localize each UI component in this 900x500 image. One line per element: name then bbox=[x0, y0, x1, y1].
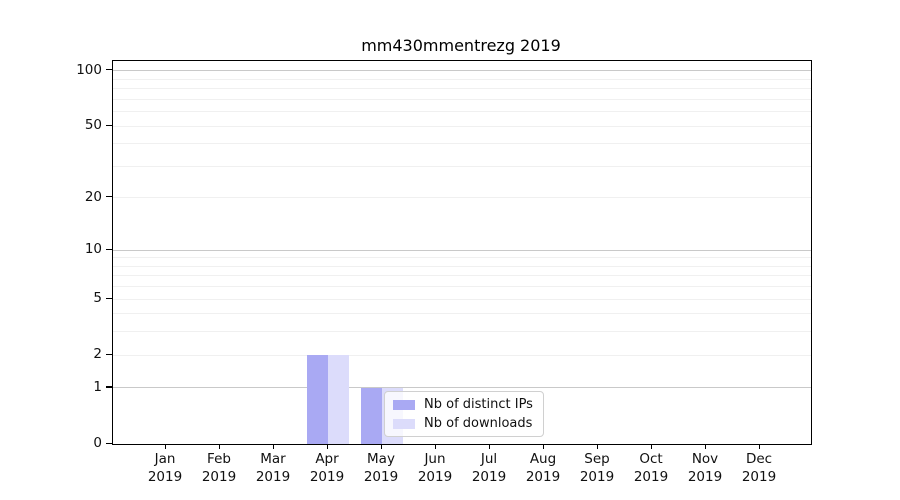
x-tick-label-feb: Feb 2019 bbox=[201, 451, 237, 485]
y-tick-mark-100 bbox=[106, 69, 112, 71]
legend-swatch-distinct-ips bbox=[393, 399, 415, 410]
legend: Nb of distinct IPs Nb of downloads bbox=[384, 391, 544, 437]
x-tick-label-apr: Apr 2019 bbox=[309, 451, 345, 485]
gridline-90 bbox=[113, 78, 811, 80]
y-tick-mark-10 bbox=[106, 248, 112, 250]
gridline-100 bbox=[113, 70, 811, 72]
x-tick-label-aug: Aug 2019 bbox=[525, 451, 561, 485]
gridline-40 bbox=[113, 143, 811, 145]
legend-swatch-downloads bbox=[393, 418, 415, 429]
gridline-8 bbox=[113, 265, 811, 267]
x-tick-label-may: May 2019 bbox=[363, 451, 399, 485]
gridline-60 bbox=[113, 111, 811, 113]
x-tick-mark-jun bbox=[434, 444, 436, 449]
x-tick-mark-sep bbox=[596, 444, 598, 449]
y-tick-mark-1 bbox=[106, 386, 112, 388]
gridline-9 bbox=[113, 257, 811, 259]
gridline-20 bbox=[113, 197, 811, 199]
bar-apr-distinct-ips bbox=[307, 355, 328, 444]
legend-label: Nb of distinct IPs bbox=[424, 397, 533, 412]
legend-entry: Nb of distinct IPs bbox=[393, 397, 535, 412]
x-tick-mark-dec bbox=[758, 444, 760, 449]
y-tick-label-0: 0 bbox=[93, 435, 102, 451]
x-tick-label-jul: Jul 2019 bbox=[471, 451, 507, 485]
gridline-70 bbox=[113, 98, 811, 100]
gridline-30 bbox=[113, 165, 811, 167]
y-tick-label-1: 1 bbox=[93, 378, 102, 395]
x-tick-label-mar: Mar 2019 bbox=[255, 451, 291, 485]
x-tick-mark-jul bbox=[488, 444, 490, 449]
x-tick-label-oct: Oct 2019 bbox=[633, 451, 669, 485]
gridline-7 bbox=[113, 275, 811, 277]
y-tick-label-10: 10 bbox=[84, 241, 102, 258]
bar-apr-downloads bbox=[328, 355, 349, 444]
gridline-2 bbox=[113, 354, 811, 356]
legend-label: Nb of downloads bbox=[424, 416, 533, 431]
x-tick-mark-aug bbox=[542, 444, 544, 449]
bar-may-distinct-ips bbox=[361, 387, 382, 444]
x-tick-label-dec: Dec 2019 bbox=[741, 451, 777, 485]
y-tick-mark-50 bbox=[106, 124, 112, 126]
x-tick-label-jan: Jan 2019 bbox=[147, 451, 183, 485]
gridline-5 bbox=[113, 298, 811, 300]
gridline-80 bbox=[113, 88, 811, 90]
legend-entry: Nb of downloads bbox=[393, 416, 535, 431]
gridline-4 bbox=[113, 313, 811, 315]
plot-area bbox=[112, 60, 812, 445]
x-tick-mark-nov bbox=[704, 444, 706, 449]
gridline-10 bbox=[113, 249, 811, 251]
gridline-50 bbox=[113, 125, 811, 127]
x-tick-label-sep: Sep 2019 bbox=[579, 451, 615, 485]
x-tick-label-nov: Nov 2019 bbox=[687, 451, 723, 485]
y-tick-mark-0 bbox=[106, 442, 112, 444]
y-tick-mark-5 bbox=[106, 297, 112, 299]
chart-title: mm430mmentrezg 2019 bbox=[361, 36, 561, 55]
gridline-3 bbox=[113, 331, 811, 333]
y-tick-label-2: 2 bbox=[93, 346, 102, 363]
y-tick-label-100: 100 bbox=[76, 61, 102, 78]
y-tick-label-20: 20 bbox=[84, 188, 102, 205]
x-tick-mark-apr bbox=[326, 444, 328, 449]
x-tick-mark-mar bbox=[272, 444, 274, 449]
y-tick-label-5: 5 bbox=[93, 290, 102, 307]
y-tick-label-50: 50 bbox=[84, 117, 102, 134]
x-tick-label-jun: Jun 2019 bbox=[417, 451, 453, 485]
x-tick-mark-feb bbox=[218, 444, 220, 449]
gridline-6 bbox=[113, 286, 811, 288]
y-tick-mark-2 bbox=[106, 353, 112, 355]
x-tick-mark-oct bbox=[650, 444, 652, 449]
x-tick-mark-may bbox=[380, 444, 382, 449]
y-tick-mark-20 bbox=[106, 196, 112, 198]
x-tick-mark-jan bbox=[164, 444, 166, 449]
gridline-1 bbox=[113, 387, 811, 389]
